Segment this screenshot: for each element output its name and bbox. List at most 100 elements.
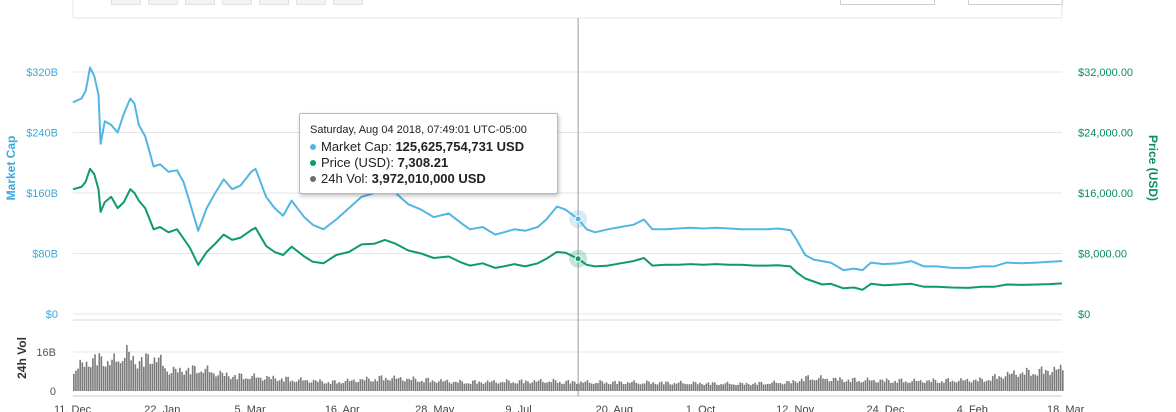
volume-bar (474, 380, 476, 391)
volume-bar (539, 379, 542, 391)
volume-bar (983, 381, 986, 391)
x-axis-tick: 1. Oct (686, 404, 715, 412)
volume-bar (652, 382, 654, 391)
date-from-input[interactable] (840, 0, 935, 5)
volume-bar (376, 381, 379, 391)
volume-bar (83, 366, 86, 391)
volume-bar (321, 381, 323, 391)
volume-bar (764, 384, 767, 391)
volume-bar (917, 381, 920, 391)
volume-bar (1034, 374, 1037, 391)
volume-bar (452, 382, 455, 391)
range-button[interactable] (259, 0, 289, 5)
volume-bar (743, 384, 746, 391)
volume-bar (75, 370, 77, 391)
volume-bar (646, 380, 648, 391)
volume-bar (410, 380, 413, 391)
volume-bar (582, 382, 584, 391)
volume-bar (718, 385, 720, 391)
range-button[interactable] (148, 0, 178, 5)
tooltip-market-cap-value: 125,625,754,731 USD (395, 139, 525, 154)
volume-bar (991, 375, 994, 391)
volume-bar (843, 382, 846, 391)
volume-bar (370, 381, 372, 391)
price-dot-icon (310, 159, 316, 166)
volume-bar (949, 381, 952, 391)
volume-bar (658, 382, 661, 391)
volume-bar (849, 382, 852, 391)
volume-bar (230, 379, 232, 391)
range-button[interactable] (222, 0, 252, 5)
volume-bar (915, 381, 918, 391)
volume-bar (563, 383, 565, 391)
volume-bar (832, 377, 835, 391)
volume-bar (274, 378, 277, 391)
volume-bar (293, 381, 296, 391)
volume-bar (790, 383, 792, 391)
volume-bar (249, 378, 251, 391)
volume-bar (221, 372, 224, 391)
volume-bar (380, 375, 383, 391)
volume-bar (580, 381, 582, 391)
volume-bar (609, 384, 612, 391)
volume-bar (548, 381, 550, 391)
volume-bar (951, 380, 954, 391)
volume-bar (669, 384, 671, 391)
volume-bar (232, 376, 234, 391)
volume-bar (393, 375, 396, 391)
range-button[interactable] (333, 0, 363, 5)
volume-bar (696, 384, 699, 391)
volume-bar (690, 384, 693, 391)
volume-bar (624, 383, 627, 391)
volume-bar (936, 382, 939, 391)
volume-bar (750, 385, 752, 391)
volume-bar (514, 383, 517, 391)
x-axis-tick: 18. Mar (1047, 404, 1085, 412)
volume-bar (805, 376, 807, 391)
volume-bar (926, 380, 928, 391)
volume-bar (834, 377, 837, 391)
volume-bar (342, 383, 345, 391)
volume-bar (200, 371, 202, 391)
volume-bar (355, 382, 357, 391)
volume-bar (828, 381, 831, 391)
range-button[interactable] (296, 0, 326, 5)
range-button[interactable] (185, 0, 215, 5)
volume-bar (875, 382, 877, 391)
tooltip-volume-value: 3,972,010,000 USD (371, 171, 486, 186)
volume-bar (236, 379, 239, 391)
volume-bar (817, 378, 820, 391)
volume-bar (317, 381, 319, 391)
tooltip-date: Saturday, Aug 04 2018, 07:49:01 UTC-05:0… (310, 124, 527, 136)
volume-bar (629, 383, 631, 391)
volume-bar (251, 376, 253, 391)
volume-bar (81, 362, 84, 391)
volume-bar (527, 381, 529, 391)
volume-bar (255, 377, 258, 391)
volume-bar (440, 379, 442, 391)
volume-bar (877, 382, 879, 391)
volume-bar (399, 377, 402, 391)
y-axis-left-title: Market Cap (4, 136, 18, 201)
volume-bar (996, 378, 998, 391)
volume-bar (143, 366, 145, 391)
volume-bar (486, 380, 489, 391)
volume-bar (826, 378, 829, 391)
range-button[interactable] (111, 0, 141, 5)
volume-axis-tick: 16B (36, 347, 56, 359)
tooltip-price-label: Price (USD): (321, 155, 394, 170)
volume-bar (308, 382, 311, 391)
volume-bar (938, 382, 941, 391)
volume-bar (979, 377, 981, 391)
volume-bar (964, 380, 966, 391)
volume-bar (769, 383, 771, 391)
volume-bar (902, 382, 905, 391)
volume-bar (737, 384, 739, 391)
volume-bar (427, 377, 430, 391)
volume-bar (635, 382, 638, 391)
volume-bar (374, 379, 376, 391)
volume-bar (132, 356, 135, 391)
volume-bar (406, 378, 408, 391)
volume-bar (429, 382, 432, 391)
